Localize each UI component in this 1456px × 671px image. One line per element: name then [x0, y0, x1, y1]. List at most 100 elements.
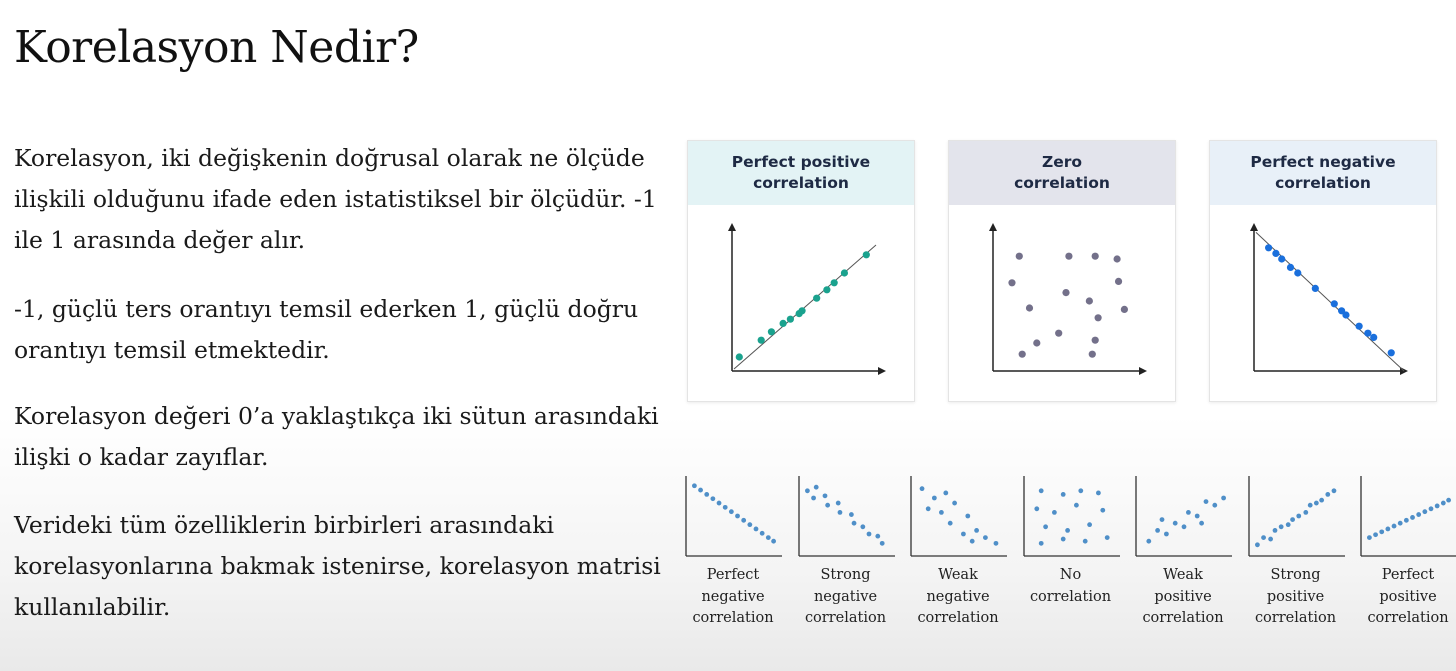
data-point: [1055, 329, 1063, 337]
data-point: [1311, 284, 1319, 292]
data-point: [1403, 517, 1409, 523]
data-point: [1440, 500, 1446, 506]
data-point: [1286, 263, 1295, 271]
data-point: [1272, 249, 1280, 257]
mini-chart-label: Strong negative correlation: [786, 565, 906, 630]
card-title-line1: Perfect positive: [731, 153, 871, 171]
data-point: [710, 496, 716, 502]
data-point: [1159, 517, 1165, 522]
data-point: [786, 315, 794, 323]
card-perfect-negative: Perfect negative correlation: [1209, 140, 1437, 402]
data-point: [1278, 524, 1284, 530]
data-point: [1267, 536, 1273, 542]
data-point: [1114, 277, 1123, 285]
data-point: [1086, 522, 1092, 528]
data-point: [1203, 499, 1209, 504]
mini-chart-3: No correlation: [1016, 470, 1126, 605]
data-point: [1434, 503, 1440, 509]
mini-chart-1: Strong negative correlation: [791, 470, 901, 626]
data-point: [1038, 488, 1044, 494]
data-point: [765, 535, 771, 540]
y-axis-arrow: [728, 223, 736, 231]
mini-chart-6: Perfect positive correlation: [1353, 470, 1456, 626]
card-title-line1: Perfect negative: [1250, 153, 1396, 171]
label-line: correlation: [1029, 588, 1112, 605]
data-point: [947, 520, 953, 526]
scatter-plot-positive: [728, 223, 886, 375]
data-point: [1355, 322, 1363, 330]
data-point: [1062, 289, 1070, 297]
card-title-line2: correlation: [1014, 174, 1110, 192]
mini-chart-label: Weak positive correlation: [1123, 565, 1243, 630]
label-line: positive: [1379, 588, 1437, 605]
mini-scatter-plot: [910, 476, 1007, 557]
label-line: correlation: [1367, 610, 1449, 626]
mini-chart-label: Weak negative correlation: [898, 565, 1018, 630]
data-point: [1051, 510, 1057, 515]
label-line: negative: [926, 588, 990, 605]
data-point: [848, 512, 854, 517]
mini-chart-2: Weak negative correlation: [903, 470, 1013, 626]
data-point: [1285, 522, 1291, 528]
card-title-line2: correlation: [1275, 174, 1371, 192]
data-point: [1342, 311, 1350, 319]
data-point: [1077, 488, 1083, 494]
data-point: [969, 538, 975, 544]
data-point: [1318, 497, 1324, 503]
data-point: [728, 509, 734, 515]
label-line: No: [1059, 567, 1082, 583]
data-point: [747, 522, 753, 528]
data-point: [1064, 528, 1070, 533]
data-point: [1186, 510, 1191, 515]
data-point: [1015, 252, 1023, 260]
data-point: [1042, 524, 1048, 530]
data-point: [974, 528, 979, 533]
data-point: [1370, 333, 1378, 341]
data-point: [859, 524, 865, 530]
data-point: [993, 540, 999, 546]
data-point: [1260, 535, 1266, 540]
data-point: [1199, 520, 1204, 526]
data-point: [874, 533, 880, 539]
card-header: Perfect negative correlation: [1210, 141, 1436, 205]
label-line: negative: [701, 588, 765, 605]
data-point: [1272, 528, 1277, 533]
data-point: [822, 493, 827, 499]
data-point: [1364, 329, 1372, 337]
data-point: [1060, 492, 1066, 497]
card-header: Zero correlation: [949, 141, 1175, 205]
label-line: correlation: [917, 610, 999, 626]
data-point: [851, 520, 856, 526]
x-axis-arrow: [878, 367, 886, 375]
data-point: [1065, 252, 1073, 260]
label-line: correlation: [692, 610, 774, 626]
data-point: [1397, 520, 1403, 526]
trend-line: [733, 244, 877, 370]
data-point: [1212, 502, 1218, 508]
mini-scatter-plot: [797, 476, 895, 557]
data-point: [810, 495, 816, 501]
data-point: [1018, 350, 1026, 358]
label-line: correlation: [804, 610, 887, 626]
data-point: [741, 517, 747, 523]
data-point: [692, 483, 697, 489]
mini-chart-4: Weak positive correlation: [1128, 470, 1238, 626]
mini-scatter-plot: [1135, 476, 1232, 557]
data-point: [1446, 497, 1451, 503]
data-point: [1088, 350, 1096, 358]
data-point: [919, 486, 925, 492]
data-point: [1099, 507, 1105, 513]
data-point: [1385, 526, 1391, 532]
data-point: [1416, 512, 1422, 517]
data-point: [965, 513, 971, 519]
data-point: [1091, 252, 1099, 260]
data-point: [798, 307, 806, 315]
data-point: [1025, 304, 1034, 312]
mini-scatter-plot: [1247, 476, 1345, 557]
data-point: [1302, 510, 1308, 515]
data-point: [1172, 520, 1178, 526]
label-line: positive: [1154, 588, 1212, 605]
data-point: [1330, 300, 1338, 308]
data-point: [961, 531, 966, 537]
data-point: [1410, 515, 1415, 520]
